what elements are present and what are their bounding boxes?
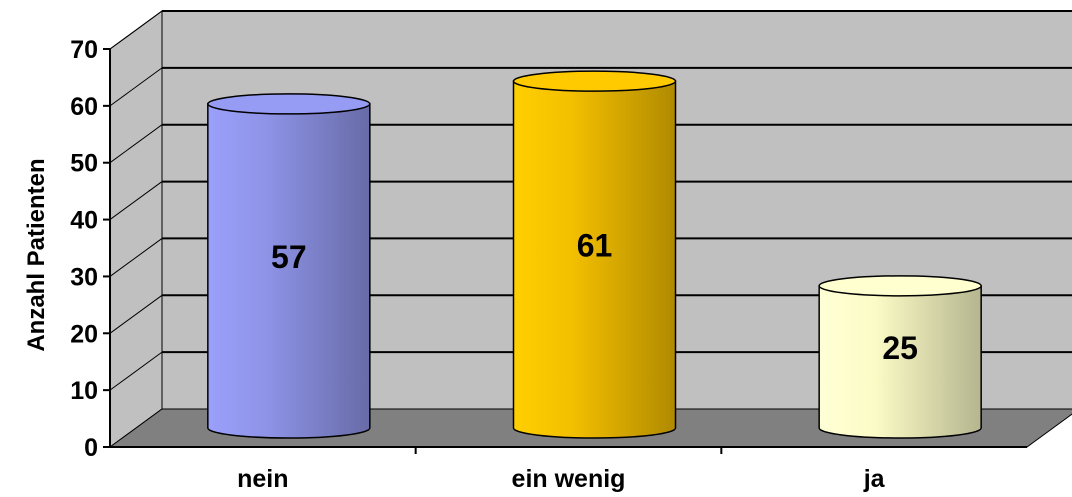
data-label: 25 [882, 330, 918, 366]
y-axis-title: Anzahl Patienten [23, 158, 50, 351]
y-tick-label: 0 [84, 434, 98, 462]
bar-top [818, 275, 982, 297]
data-label: 61 [577, 228, 613, 264]
x-tick-label: ein wenig [512, 465, 626, 493]
gridline-side [109, 181, 163, 220]
gridline-side [109, 67, 163, 107]
y-tick-label: 60 [70, 93, 98, 121]
x-tick-label: ja [863, 465, 886, 493]
y-tick-label: 40 [70, 207, 98, 235]
bar-body [818, 285, 982, 439]
side-wall [109, 10, 163, 448]
bar-body [207, 103, 371, 439]
y-tick-label: 20 [70, 320, 98, 348]
bar-nein [207, 93, 371, 439]
gridline-side [109, 294, 163, 334]
gridline-side [109, 124, 163, 164]
bars [207, 70, 982, 439]
bar-ja [818, 275, 982, 439]
bar-body [512, 80, 677, 439]
bar-ein-wenig [512, 70, 677, 439]
gridline-side [109, 238, 163, 277]
y-tick-label: 10 [70, 377, 98, 405]
axes: 0 10 20 30 40 50 60 70 [70, 36, 1027, 462]
labels: 57 nein 61 ein wenig 25 ja [237, 228, 918, 493]
y-tick-label: 70 [70, 36, 98, 64]
y-tick-label: 50 [70, 150, 98, 178]
x-tick-label: nein [237, 465, 288, 493]
bar-top [512, 70, 677, 92]
gridline-side [109, 351, 163, 391]
gridline-side [109, 10, 163, 50]
bar-top [207, 93, 371, 115]
data-label: 57 [271, 239, 307, 275]
y-tick-label: 30 [70, 263, 98, 291]
